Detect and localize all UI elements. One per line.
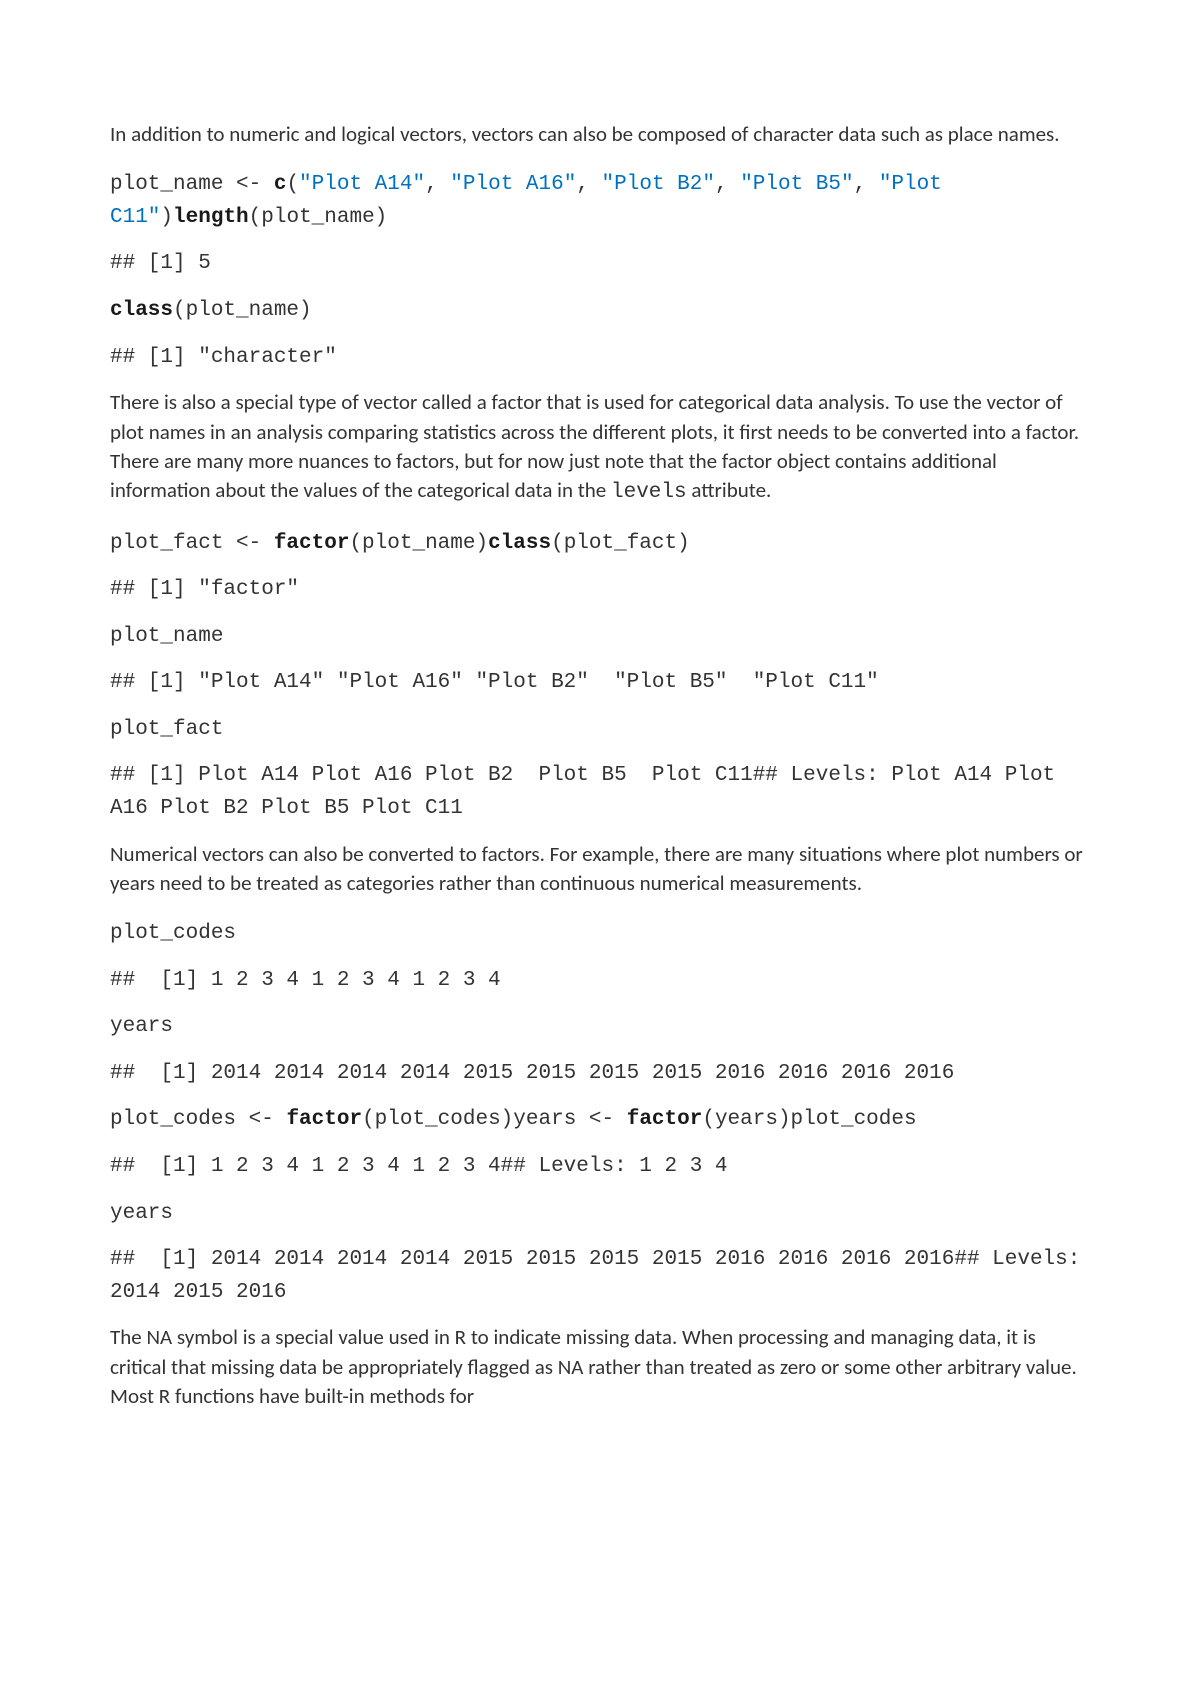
code-tail: (years)plot_codes [702,1108,916,1131]
output-plot-fact: ## [1] Plot A14 Plot A16 Plot B2 Plot B5… [110,760,1090,825]
code-tail: (plot_fact) [551,532,690,555]
fn-factor: factor [627,1108,703,1131]
fn-class: class [110,299,173,322]
prose-text: There is also a special type of vector c… [110,389,1079,503]
output-plot-name: ## [1] "Plot A14" "Plot A16" "Plot B2" "… [110,667,1090,700]
code-plot-name-assign: plot_name <- c("Plot A14", "Plot A16", "… [110,169,1090,234]
code-mid: (plot_codes)years <- [362,1108,627,1131]
code-plot-fact-assign: plot_fact <- factor(plot_name)class(plot… [110,528,1090,561]
code-print-plot-name: plot_name [110,621,1090,654]
comma: , [576,173,601,196]
code-tail: (plot_name) [249,206,388,229]
document-page: In addition to numeric and logical vecto… [0,0,1200,1511]
comma: , [715,173,740,196]
prose-text: attribute. [687,477,772,503]
fn-factor: factor [274,532,350,555]
code-mid: (plot_name) [349,532,488,555]
code-convert-factors: plot_codes <- factor(plot_codes)years <-… [110,1104,1090,1137]
code-print-years-2: years [110,1198,1090,1231]
fn-c: c [274,173,287,196]
paragraph-factor-intro: There is also a special type of vector c… [110,388,1090,508]
fn-factor: factor [286,1108,362,1131]
fn-length: length [173,206,249,229]
code-print-plot-codes: plot_codes [110,918,1090,951]
lparen: ( [286,173,299,196]
output-length: ## [1] 5 [110,248,1090,281]
output-years-factor: ## [1] 2014 2014 2014 2014 2015 2015 201… [110,1244,1090,1309]
code-class-call: class(plot_name) [110,295,1090,328]
comma: , [854,173,879,196]
code-text: plot_codes <- [110,1108,286,1131]
code-text: plot_fact <- [110,532,274,555]
fn-class: class [488,532,551,555]
output-years: ## [1] 2014 2014 2014 2014 2015 2015 201… [110,1058,1090,1091]
paragraph-numeric-factors: Numerical vectors can also be converted … [110,840,1090,899]
output-plot-codes-factor: ## [1] 1 2 3 4 1 2 3 4 1 2 3 4## Levels:… [110,1151,1090,1184]
output-plot-codes: ## [1] 1 2 3 4 1 2 3 4 1 2 3 4 [110,965,1090,998]
output-class-factor: ## [1] "factor" [110,574,1090,607]
code-text: plot_name <- [110,173,274,196]
code-print-years: years [110,1011,1090,1044]
inline-code-levels: levels [611,481,687,504]
string-lit: "Plot A16" [450,173,576,196]
paragraph-na-intro: The NA symbol is a special value used in… [110,1323,1090,1411]
comma: , [425,173,450,196]
paragraph-intro-character: In addition to numeric and logical vecto… [110,120,1090,149]
string-lit: "Plot A14" [299,173,425,196]
code-print-plot-fact: plot_fact [110,714,1090,747]
rparen: ) [160,206,173,229]
string-lit: "Plot B2" [602,173,715,196]
output-class-character: ## [1] "character" [110,342,1090,375]
code-tail: (plot_name) [173,299,312,322]
string-lit: "Plot B5" [740,173,853,196]
